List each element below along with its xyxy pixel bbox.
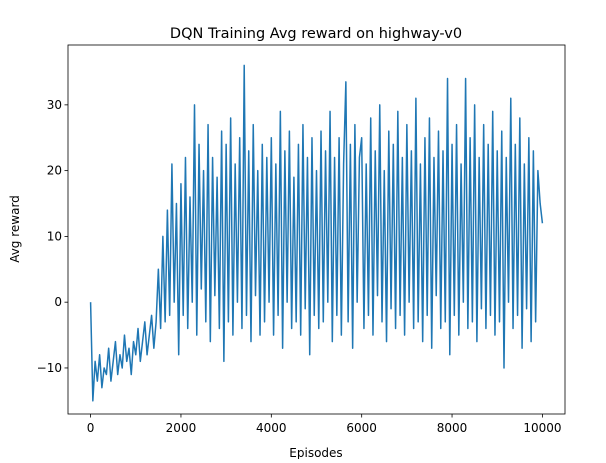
plot-frame — [67, 44, 566, 415]
x-tick-label: 2000 — [166, 421, 197, 435]
x-tick-label: 4000 — [256, 421, 287, 435]
y-tick-label: 30 — [47, 98, 62, 112]
x-axis-label: Episodes — [289, 446, 342, 459]
y-tick-label: 10 — [47, 229, 62, 243]
y-tick-label: 20 — [47, 164, 62, 178]
y-tick-label: −10 — [37, 361, 62, 375]
y-tick-label: 0 — [54, 295, 62, 309]
x-tick-label: 0 — [87, 421, 95, 435]
x-tick-label: 10000 — [523, 421, 561, 435]
x-tick-label: 8000 — [437, 421, 468, 435]
x-tick-label: 6000 — [346, 421, 377, 435]
data-line — [89, 64, 544, 402]
y-axis-label: Avg reward — [8, 195, 22, 263]
chart-title: DQN Training Avg reward on highway-v0 — [170, 26, 462, 42]
